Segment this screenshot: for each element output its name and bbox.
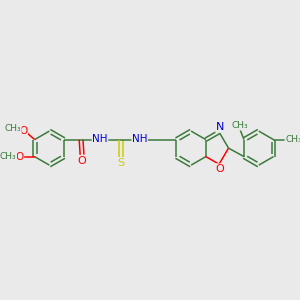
- Text: N: N: [216, 122, 224, 132]
- Text: CH₃: CH₃: [232, 121, 249, 130]
- Text: NH: NH: [92, 134, 108, 144]
- Text: CH₃: CH₃: [4, 124, 21, 133]
- Text: O: O: [19, 126, 27, 136]
- Text: O: O: [78, 156, 86, 166]
- Text: S: S: [117, 158, 124, 168]
- Text: O: O: [216, 164, 224, 174]
- Text: O: O: [15, 152, 24, 162]
- Text: CH₃: CH₃: [285, 135, 300, 144]
- Text: NH: NH: [132, 134, 147, 144]
- Text: CH₃: CH₃: [0, 152, 16, 161]
